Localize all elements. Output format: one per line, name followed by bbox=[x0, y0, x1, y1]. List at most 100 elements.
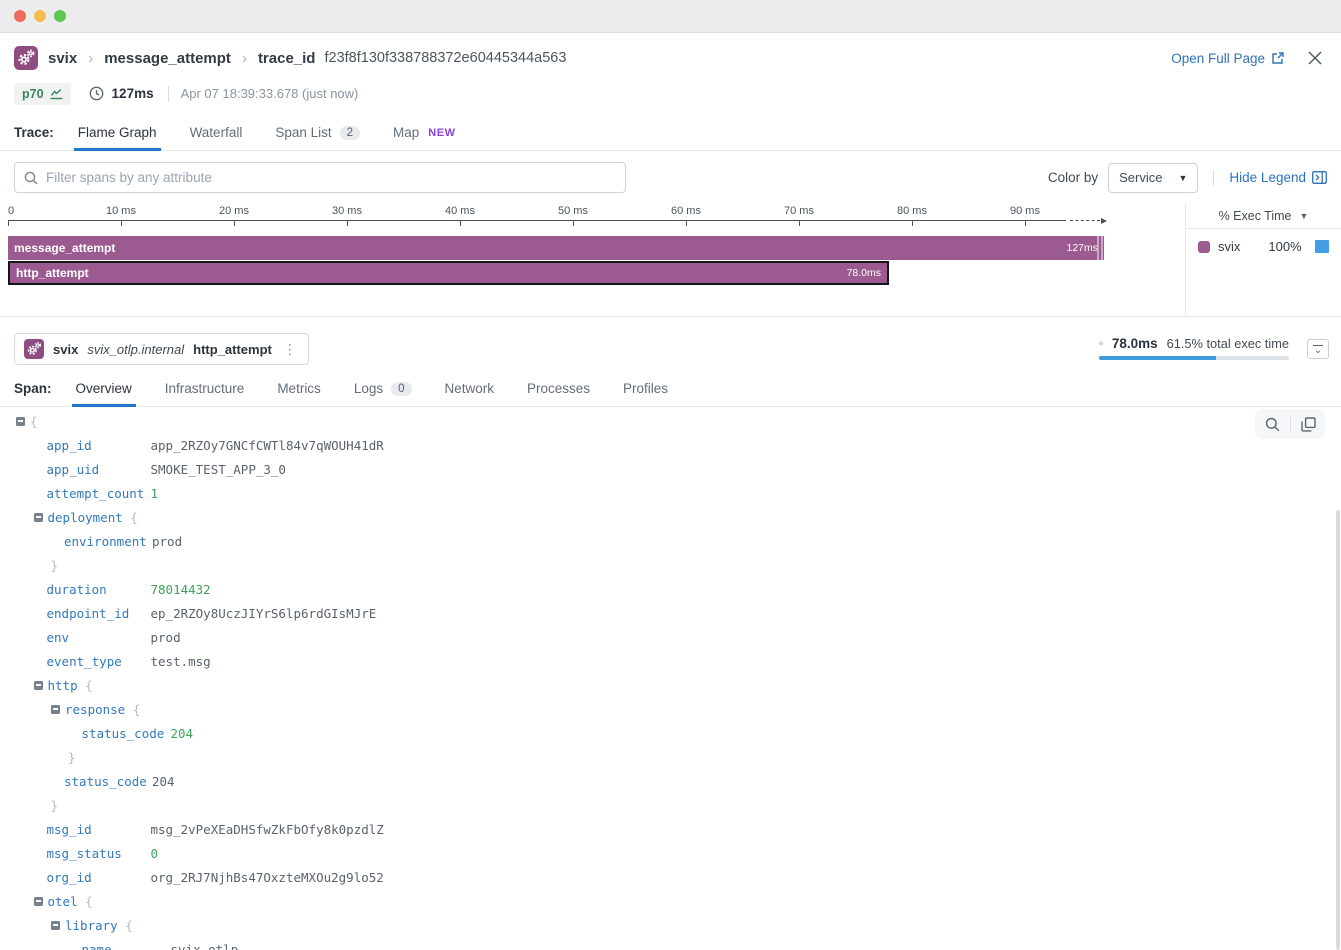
hide-legend-button[interactable]: Hide Legend bbox=[1229, 170, 1327, 185]
attr-key: environment bbox=[64, 533, 147, 549]
attr-row: status_code 204 bbox=[16, 721, 1341, 745]
collapse-node-toggle[interactable] bbox=[16, 416, 25, 426]
service-color-swatch bbox=[1198, 240, 1210, 253]
attr-value: msg_2vPeXEaDHSfwZkFbOfy8k0pzdlZ bbox=[150, 821, 384, 837]
flame-span-message_attempt[interactable]: message_attempt 127ms bbox=[8, 236, 1104, 260]
span-filter-input[interactable] bbox=[46, 170, 616, 185]
window-titlebar bbox=[0, 0, 1341, 33]
flame-span-http_attempt[interactable]: http_attempt 78.0ms bbox=[8, 261, 889, 285]
attr-key: msg_id bbox=[46, 821, 92, 837]
open-full-page-link[interactable]: Open Full Page bbox=[1171, 51, 1285, 66]
close-panel-button[interactable] bbox=[1307, 50, 1323, 66]
tab-network[interactable]: Network bbox=[444, 381, 496, 406]
span-resource-name: svix_otlp.internal bbox=[87, 341, 185, 357]
search-attributes-button[interactable] bbox=[1265, 417, 1280, 432]
collapse-icon bbox=[1313, 344, 1323, 346]
attr-key: duration bbox=[46, 581, 107, 597]
span-tabs-label: Span: bbox=[14, 381, 52, 396]
span-operation-name: http_attempt bbox=[193, 341, 272, 357]
attr-key: msg_status bbox=[46, 845, 122, 861]
attr-key: status_code bbox=[81, 725, 165, 741]
span-name-label: message_attempt bbox=[14, 241, 116, 255]
attr-row: msg_id msg_2vPeXEaDHSfwZkFbOfy8k0pzdlZ bbox=[16, 817, 1341, 841]
trace-tabs-bar: Trace: Flame Graph Waterfall Span List 2 Map… bbox=[0, 119, 1341, 151]
attr-row: endpoint_id ep_2RZOy8UczJIYrS6lp6rdGIsMJr… bbox=[16, 601, 1341, 625]
close-brace: } bbox=[68, 749, 76, 765]
attr-row: } bbox=[16, 793, 1341, 817]
collapse-node-toggle[interactable] bbox=[51, 704, 60, 714]
tab-span-list[interactable]: Span List 2 bbox=[274, 125, 361, 150]
collapse-node-toggle[interactable] bbox=[33, 512, 43, 522]
tab-label: Processes bbox=[527, 381, 591, 396]
open-brace: { bbox=[122, 509, 138, 525]
copy-attributes-button[interactable] bbox=[1301, 416, 1316, 432]
ruler-tick-label: 40 ms bbox=[445, 205, 475, 217]
attr-value: app_2RZOy7GNCfCWTl84v7qWOUH41dR bbox=[150, 437, 384, 453]
tab-processes[interactable]: Processes bbox=[526, 381, 591, 406]
open-brace: { bbox=[30, 413, 38, 429]
breadcrumb-service[interactable]: svix bbox=[48, 49, 78, 67]
attr-value: 0 bbox=[150, 845, 159, 861]
window-minimize-button[interactable] bbox=[34, 10, 46, 22]
color-by-select[interactable]: Service ▼ bbox=[1108, 162, 1199, 193]
attr-key: attempt_count bbox=[46, 485, 145, 501]
collapse-node-toggle[interactable] bbox=[33, 680, 43, 690]
tab-waterfall[interactable]: Waterfall bbox=[189, 125, 244, 150]
ruler-tick-mark bbox=[347, 221, 348, 226]
collapse-section-button[interactable]: ⌄ bbox=[1307, 339, 1329, 359]
attr-row: env prod bbox=[16, 625, 1341, 649]
trace-timestamp: Apr 07 18:39:33.678 (just now) bbox=[180, 86, 359, 101]
collapse-node-toggle[interactable] bbox=[33, 896, 43, 906]
span-options-menu-icon[interactable]: ⋮ bbox=[282, 340, 297, 357]
tab-count-badge: 2 bbox=[339, 125, 361, 140]
attr-row: environment prod bbox=[16, 529, 1341, 553]
tab-overview[interactable]: Overview bbox=[71, 381, 137, 407]
attr-row: library { bbox=[16, 913, 1341, 937]
attr-row: } bbox=[16, 745, 1341, 769]
ruler-tick-mark bbox=[686, 221, 687, 226]
ruler-tick-mark bbox=[912, 221, 913, 226]
sort-descending-icon: ▼ bbox=[1299, 210, 1309, 221]
attr-value: 1 bbox=[150, 485, 159, 501]
open-full-page-label: Open Full Page bbox=[1171, 50, 1265, 66]
ruler-tick-mark bbox=[573, 221, 574, 226]
tab-profiles[interactable]: Profiles bbox=[622, 381, 669, 406]
percentile-label: p70 bbox=[22, 86, 44, 101]
ruler-tick-mark bbox=[121, 221, 122, 226]
window-close-button[interactable] bbox=[14, 10, 26, 22]
legend-header[interactable]: % Exec Time ▼ bbox=[1186, 203, 1341, 229]
clock-icon bbox=[89, 86, 104, 101]
tab-flame-graph[interactable]: Flame Graph bbox=[73, 125, 161, 151]
tab-logs[interactable]: Logs 0 bbox=[353, 381, 413, 406]
tab-map[interactable]: Map NEW bbox=[392, 125, 456, 150]
chevron-right-icon: › bbox=[88, 49, 94, 67]
span-filter-box[interactable] bbox=[14, 162, 626, 193]
tab-metrics[interactable]: Metrics bbox=[276, 381, 322, 406]
divider bbox=[1290, 416, 1291, 432]
close-icon bbox=[1308, 51, 1322, 65]
chevron-right-icon: › bbox=[241, 49, 247, 67]
ruler-tick-label: 0 bbox=[8, 205, 15, 217]
latency-percentile-badge[interactable]: p70 bbox=[14, 82, 71, 105]
legend-row[interactable]: svix 100% bbox=[1186, 239, 1341, 254]
tab-infrastructure[interactable]: Infrastructure bbox=[164, 381, 246, 406]
latency-chart-icon bbox=[50, 88, 63, 99]
external-link-icon bbox=[1272, 52, 1284, 64]
attr-value: svix-otlp bbox=[170, 941, 239, 950]
window-zoom-button[interactable] bbox=[54, 10, 66, 22]
ruler-tick-label: 90 ms bbox=[1010, 205, 1040, 217]
divider bbox=[167, 85, 169, 102]
trace-duration: 127ms bbox=[111, 86, 154, 101]
collapse-node-toggle[interactable] bbox=[51, 920, 60, 930]
ruler-tick-label: 50 ms bbox=[558, 205, 588, 217]
vertical-scrollbar[interactable] bbox=[1336, 510, 1340, 950]
attr-row: event_type test.msg bbox=[16, 649, 1341, 673]
selected-span-chip[interactable]: svix svix_otlp.internal http_attempt ⋮ bbox=[14, 333, 309, 365]
attr-value: 204 bbox=[152, 773, 175, 789]
span-tabs-bar: Span: Overview Infrastructure Metrics Logs 0… bbox=[0, 375, 1341, 407]
color-by-value: Service bbox=[1119, 170, 1163, 185]
breadcrumb-operation[interactable]: message_attempt bbox=[104, 49, 231, 67]
legend-exec-percent: 100% bbox=[1268, 239, 1302, 254]
tab-label: Metrics bbox=[277, 381, 321, 396]
ruler-tick-label: 10 ms bbox=[106, 205, 136, 217]
